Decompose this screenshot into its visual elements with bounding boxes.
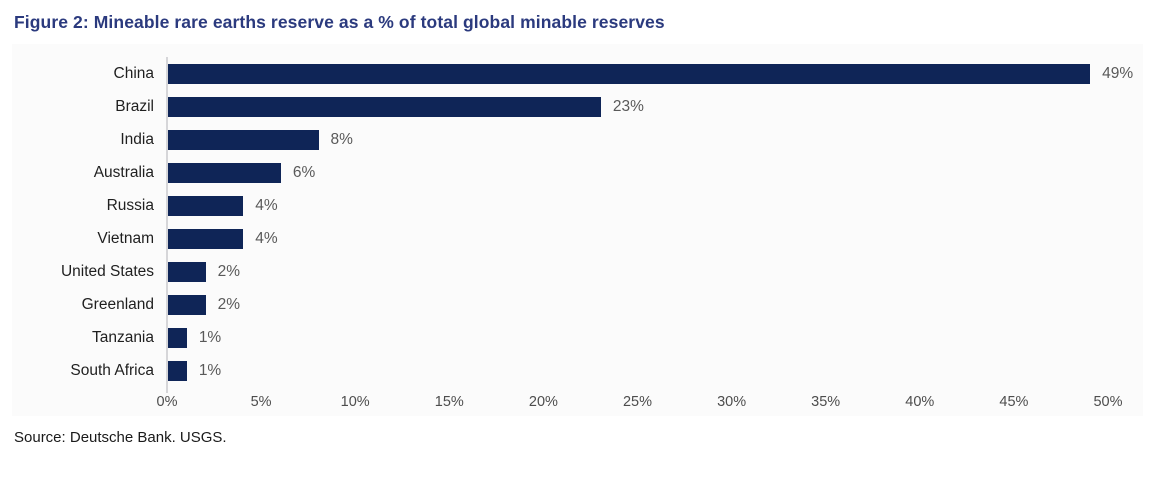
- bar-track: 23%: [166, 90, 1143, 123]
- category-label: India: [120, 130, 154, 148]
- axis-zero-tick: [166, 387, 168, 393]
- x-tick-label: 40%: [905, 394, 935, 410]
- bar-rows: China 49% Brazil 23% India 8% Australia 6% Russi…: [12, 57, 1143, 387]
- x-tick-label: 35%: [811, 394, 841, 410]
- bar-row: China 49%: [12, 57, 1143, 90]
- bar: [168, 294, 206, 315]
- category-label: Russia: [106, 196, 154, 214]
- bar: [168, 195, 244, 216]
- bar-track: 8%: [166, 123, 1143, 156]
- category-label: China: [113, 64, 155, 82]
- x-tick-label: 15%: [434, 394, 464, 410]
- bar-row: United States 2%: [12, 255, 1143, 288]
- value-label: 2%: [217, 262, 241, 280]
- chart-panel: China 49% Brazil 23% India 8% Australia 6% Russi…: [12, 44, 1143, 416]
- value-label: 2%: [217, 295, 241, 313]
- bar: [168, 96, 601, 117]
- bar-track: 2%: [166, 255, 1143, 288]
- bar-row: Greenland 2%: [12, 288, 1143, 321]
- category-label: Tanzania: [91, 328, 154, 346]
- bar-track: 2%: [166, 288, 1143, 321]
- value-label: 1%: [198, 328, 222, 346]
- x-tick-label: 50%: [1093, 394, 1123, 410]
- bar: [168, 360, 187, 381]
- bar-track: 49%: [166, 57, 1143, 90]
- value-label: 4%: [255, 229, 278, 247]
- bar: [168, 228, 244, 249]
- bar-row: India 8%: [12, 123, 1143, 156]
- x-tick-label: 10%: [340, 394, 370, 410]
- category-label: Vietnam: [97, 229, 154, 247]
- x-tick-label: 5%: [250, 394, 272, 410]
- x-tick-label: 25%: [622, 394, 653, 410]
- bar-track: 4%: [166, 222, 1143, 255]
- x-tick-label: 0%: [156, 394, 178, 410]
- bar-row: Vietnam 4%: [12, 222, 1143, 255]
- bar: [168, 327, 187, 348]
- bar-row: Australia 6%: [12, 156, 1143, 189]
- bar-row: Brazil 23%: [12, 90, 1143, 123]
- bar-track: 1%: [166, 354, 1143, 387]
- value-label: 1%: [198, 361, 222, 379]
- source-note: Source: Deutsche Bank. USGS.: [14, 429, 227, 446]
- category-label: Australia: [93, 163, 154, 181]
- figure-title: Figure 2: Mineable rare earths reserve a…: [14, 12, 665, 32]
- bar-track: 4%: [166, 189, 1143, 222]
- bar: [168, 261, 206, 282]
- bar-track: 6%: [166, 156, 1143, 189]
- category-label: Greenland: [81, 295, 154, 313]
- x-tick-label: 30%: [717, 394, 747, 410]
- bar-row: Tanzania 1%: [12, 321, 1143, 354]
- value-label: 6%: [292, 163, 316, 181]
- value-label: 23%: [612, 97, 644, 115]
- bar-row: South Africa 1%: [12, 354, 1143, 387]
- x-axis: 0% 5% 10% 15% 20% 25% 30% 35% 40% 45% 50%: [157, 387, 1143, 413]
- bar: [168, 129, 319, 150]
- bar: [168, 162, 281, 183]
- category-label: Brazil: [115, 97, 154, 115]
- x-tick-label: 20%: [528, 394, 558, 410]
- x-tick-label: 45%: [999, 394, 1029, 410]
- bar: [168, 63, 1091, 84]
- category-label: United States: [60, 262, 154, 280]
- value-label: 8%: [330, 130, 353, 148]
- value-label: 4%: [255, 196, 278, 214]
- bar-row: Russia 4%: [12, 189, 1143, 222]
- bar-track: 1%: [166, 321, 1143, 354]
- category-label: South Africa: [70, 361, 154, 379]
- value-label: 49%: [1102, 64, 1134, 82]
